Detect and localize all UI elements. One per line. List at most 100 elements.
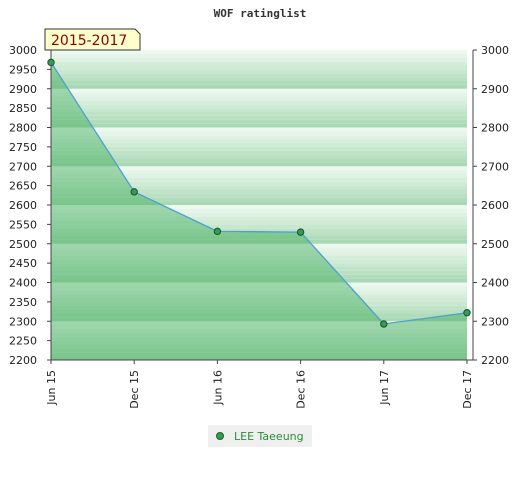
background-band [51, 270, 467, 275]
x-tick-label: Dec 15 [128, 370, 141, 409]
background-band [51, 69, 467, 74]
background-band [51, 251, 467, 256]
background-band [51, 205, 467, 209]
background-band [51, 143, 467, 147]
data-points [47, 58, 471, 328]
background-band [51, 321, 467, 326]
y-tick-label-left: 2900 [9, 83, 37, 96]
y-tick-label-right: 2300 [481, 315, 509, 328]
background-band [51, 255, 467, 260]
y-tick-label-right: 2400 [481, 277, 509, 290]
background-band [51, 352, 467, 357]
legend[interactable]: LEE Taeeung [208, 425, 312, 447]
background-band [51, 208, 467, 213]
y-tick-label-right: 2600 [481, 199, 509, 212]
background-band [51, 340, 467, 345]
background-band [51, 236, 467, 240]
background-band [51, 247, 467, 252]
background-band [51, 224, 467, 229]
y-tick-label-left: 3000 [9, 44, 37, 57]
background-band [51, 290, 467, 295]
y-tick-label-left: 2500 [9, 238, 37, 251]
background-band [51, 166, 467, 171]
background-band [51, 170, 467, 174]
background-band [51, 88, 467, 93]
background-band [51, 282, 467, 287]
data-point[interactable] [296, 228, 305, 236]
background-band [51, 61, 467, 66]
background-band [51, 115, 467, 120]
background-band [51, 177, 467, 182]
background-band [51, 81, 467, 85]
legend-marker-icon [216, 432, 224, 440]
y-tick-label-left: 2700 [9, 160, 37, 173]
background-band [51, 174, 467, 178]
background-band [51, 84, 467, 89]
background-band [51, 139, 467, 143]
background-band [51, 325, 467, 329]
background-band [51, 92, 467, 97]
background-band [51, 329, 467, 333]
y-tick-label-left: 2250 [9, 335, 37, 348]
y-tick-label-right: 2800 [481, 122, 509, 135]
background-band [51, 301, 467, 306]
background-band [51, 189, 467, 194]
x-tick-label: Jun 16 [211, 370, 224, 406]
background-band [51, 193, 467, 198]
chart-title: WOF ratinglist [214, 7, 307, 20]
background-band [51, 267, 467, 271]
y-tick-label-left: 2600 [9, 199, 37, 212]
y-tick-label-left: 2550 [9, 218, 37, 231]
background-band [51, 127, 467, 132]
background-band [51, 162, 467, 167]
background-band [51, 112, 467, 116]
y-tick-label-left: 2400 [9, 277, 37, 290]
background-band [51, 53, 467, 58]
y-tick-label-left: 2350 [9, 296, 37, 309]
background-band [51, 239, 467, 244]
background-band [51, 332, 467, 337]
data-point[interactable] [380, 320, 388, 328]
background-band [51, 123, 467, 128]
data-point[interactable] [213, 227, 222, 236]
background-band [51, 286, 467, 291]
background-band [51, 73, 467, 78]
y-tick-label-right: 2500 [481, 238, 509, 251]
y-tick-label-left: 2950 [9, 63, 37, 76]
area-layer [50, 62, 468, 361]
background-band [51, 131, 467, 136]
y-tick-label-left: 2200 [9, 354, 37, 367]
background-band [51, 259, 467, 264]
y-tick-label-left: 2850 [9, 102, 37, 115]
y-tick-label-left: 2650 [9, 180, 37, 193]
series-line [50, 62, 468, 325]
series-area [51, 62, 467, 361]
period-label: 2015-2017 [51, 33, 127, 49]
background-band [51, 317, 467, 322]
background-band [51, 243, 467, 248]
data-point[interactable] [130, 188, 138, 196]
background-band [51, 197, 467, 202]
background-band [51, 185, 467, 190]
background-band [51, 220, 467, 225]
y-tick-label-right: 2200 [481, 354, 509, 367]
background-band [51, 356, 467, 360]
background-band [51, 201, 467, 205]
background-band [51, 100, 467, 105]
background-band [51, 50, 467, 54]
background-band [51, 77, 467, 81]
background-band [51, 146, 467, 151]
background-band [51, 294, 467, 298]
data-point[interactable] [463, 309, 471, 317]
data-point[interactable] [47, 58, 55, 67]
x-tick-label: Jun 17 [378, 370, 391, 406]
period-badge: 2015-2017 [44, 28, 141, 51]
x-tick-label: Dec 17 [461, 370, 474, 409]
background-band [51, 135, 467, 140]
background-band [51, 65, 467, 70]
background-band [51, 216, 467, 221]
background-band [51, 96, 467, 101]
background-band [51, 344, 467, 349]
background-band [51, 104, 467, 109]
